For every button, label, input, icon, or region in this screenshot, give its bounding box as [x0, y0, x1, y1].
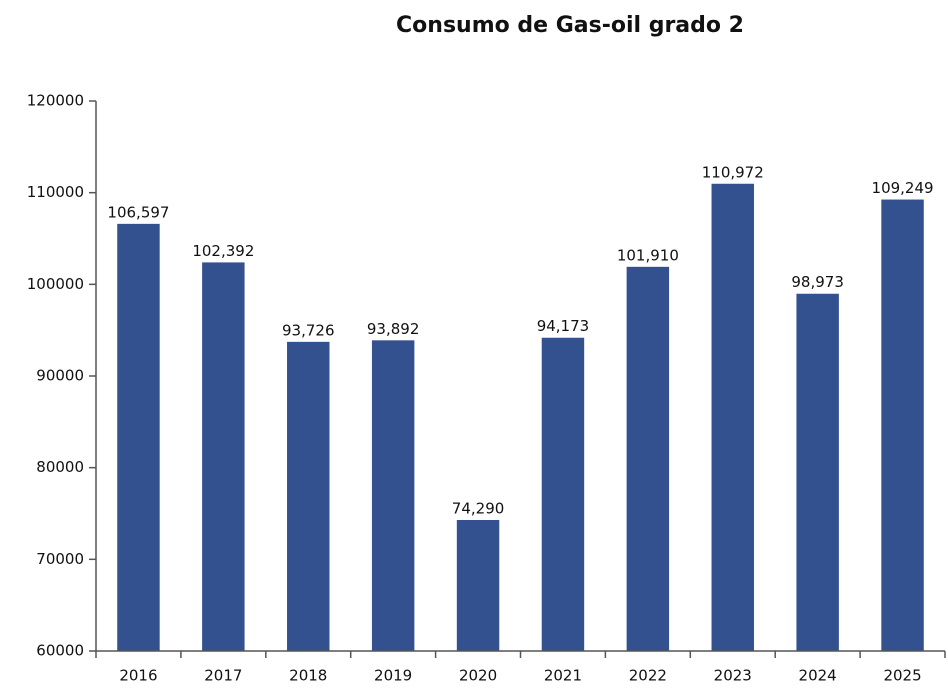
data-label: 110,972: [702, 163, 764, 181]
data-label: 98,973: [791, 273, 844, 291]
x-tick-label: 2016: [119, 667, 157, 685]
y-tick-label: 120000: [27, 92, 84, 110]
bar: [202, 262, 245, 651]
data-label: 101,910: [617, 246, 679, 264]
x-tick-label: 2024: [799, 667, 837, 685]
bar: [711, 183, 754, 652]
x-tick-label: 2025: [883, 667, 921, 685]
bar: [287, 341, 330, 651]
bar: [796, 293, 839, 651]
x-tick-label: 2022: [629, 667, 667, 685]
x-tick-label: 2018: [289, 667, 327, 685]
x-tick-label: 2021: [544, 667, 582, 685]
y-tick-label: 100000: [27, 275, 84, 293]
x-tick-label: 2020: [459, 667, 497, 685]
data-label: 93,892: [367, 320, 420, 338]
y-tick-label: 110000: [27, 183, 84, 201]
chart-title: Consumo de Gas-oil grado 2: [396, 13, 744, 38]
y-tick-label: 70000: [36, 550, 84, 568]
data-label: 94,173: [537, 317, 590, 335]
x-tick-label: 2019: [374, 667, 412, 685]
bar: [117, 223, 160, 651]
data-label: 102,392: [192, 242, 254, 260]
bar: [626, 266, 670, 651]
bar: [881, 199, 924, 651]
data-label: 93,726: [282, 321, 335, 339]
data-label: 74,290: [452, 500, 505, 518]
data-label: 109,249: [872, 179, 934, 197]
y-tick-label: 80000: [36, 458, 84, 476]
y-tick-label: 90000: [36, 367, 84, 385]
bar: [541, 337, 585, 651]
x-tick-label: 2023: [714, 667, 752, 685]
y-tick-label: 60000: [36, 642, 84, 660]
bar: [371, 340, 415, 651]
x-tick-label: 2017: [204, 667, 242, 685]
data-label: 106,597: [107, 203, 169, 221]
bar: [456, 520, 500, 651]
